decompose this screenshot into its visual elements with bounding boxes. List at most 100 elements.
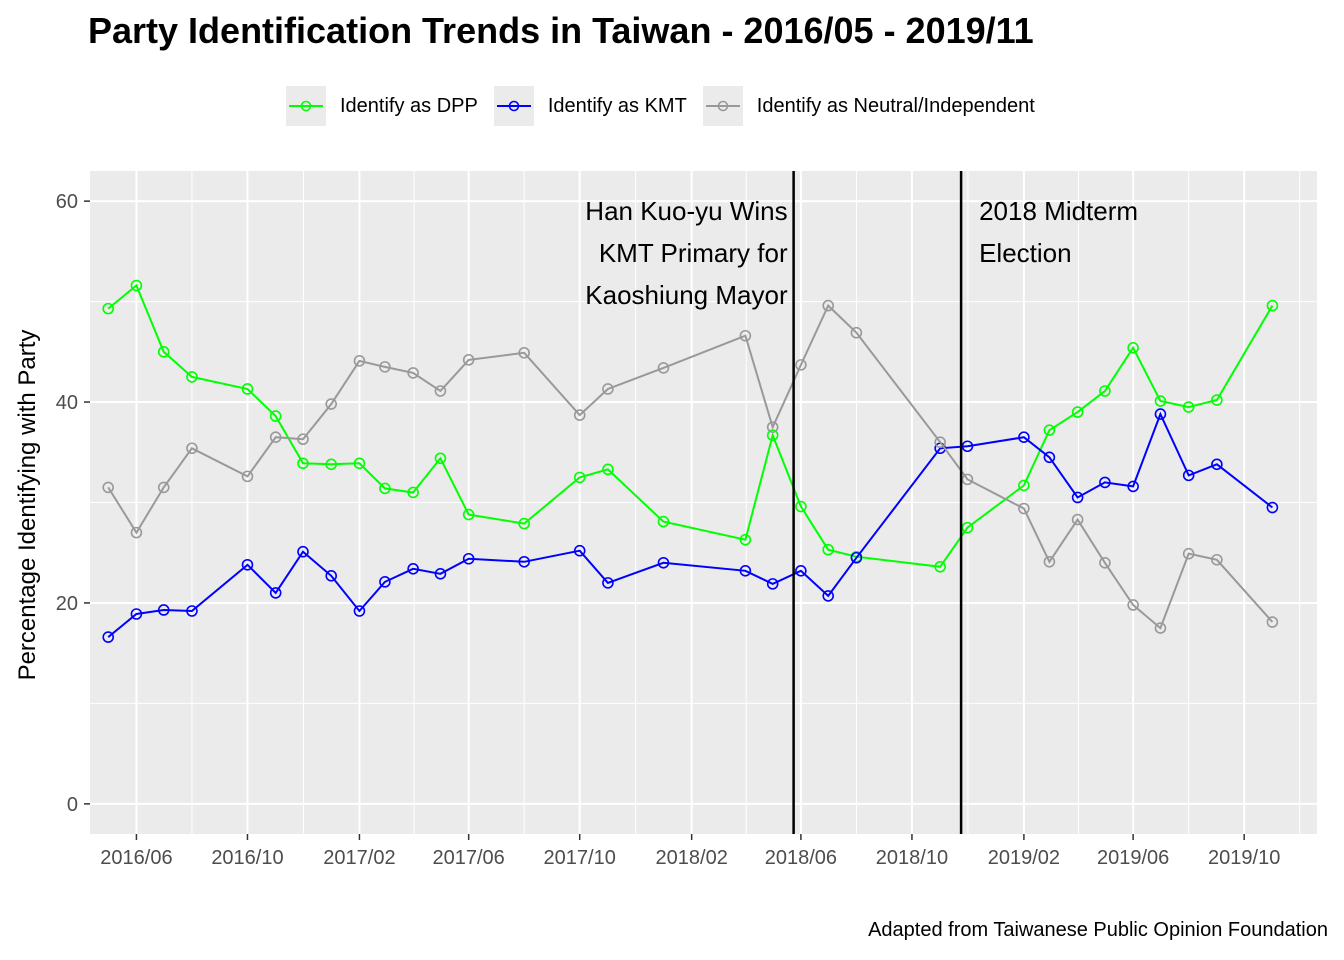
data-point	[379, 576, 391, 588]
data-point	[102, 481, 115, 494]
data-point	[1099, 476, 1111, 489]
data-point	[325, 398, 338, 410]
data-point	[269, 587, 282, 599]
data-point	[1018, 502, 1030, 515]
data-point	[434, 452, 447, 465]
data-point	[186, 605, 198, 617]
data-point	[379, 361, 391, 373]
data-point	[1211, 394, 1223, 406]
data-point	[269, 431, 282, 444]
series-line-0	[107, 283, 1274, 568]
legend: Identify as DPP Identify as KMT Identify…	[286, 86, 1051, 126]
data-point	[795, 565, 807, 577]
data-point	[379, 482, 391, 495]
data-point	[186, 442, 198, 455]
x-tick-label: 2018/10	[876, 847, 948, 869]
chart-title: Party Identification Trends in Taiwan - …	[88, 10, 1034, 51]
data-point	[1127, 341, 1139, 354]
data-point	[407, 486, 419, 499]
data-point	[1043, 451, 1056, 464]
data-point	[739, 565, 752, 577]
y-axis-label: Percentage Identifying with Party	[14, 329, 41, 681]
data-point	[1266, 616, 1279, 628]
data-point	[462, 354, 475, 366]
x-tick-label: 2018/02	[656, 847, 728, 869]
legend-key-kmt	[493, 86, 534, 126]
x-tick-label: 2017/10	[544, 847, 616, 869]
data-point	[518, 517, 530, 530]
data-point	[1071, 491, 1084, 504]
data-point	[407, 562, 419, 575]
legend-key-dpp	[286, 86, 326, 126]
data-point	[961, 521, 974, 534]
series-layer	[102, 279, 1279, 643]
data-point	[822, 543, 835, 556]
data-point	[353, 355, 366, 367]
data-point	[241, 470, 254, 483]
x-tick-label: 2016/06	[100, 847, 172, 869]
data-point	[739, 533, 752, 546]
annotation-text: Election	[979, 238, 1072, 268]
data-point	[297, 433, 309, 446]
data-point	[1099, 385, 1111, 397]
data-point	[934, 442, 946, 455]
data-point	[766, 578, 779, 590]
legend-label-dpp: Identify as DPP	[340, 94, 478, 117]
data-point	[462, 508, 475, 521]
y-tick-label: 60	[56, 191, 78, 213]
data-point	[130, 608, 143, 620]
data-point	[157, 481, 170, 494]
data-point	[353, 457, 366, 470]
data-point	[462, 552, 475, 565]
data-point	[657, 556, 670, 569]
data-point	[102, 302, 115, 315]
data-point	[1154, 395, 1167, 407]
legend-key-neutral	[702, 86, 743, 126]
series-line-2	[107, 303, 1274, 630]
data-point	[961, 473, 974, 486]
annotation-layer: Han Kuo-yu Wins KMT Primary for Kaoshiung …	[585, 171, 1138, 834]
data-point	[602, 383, 614, 395]
data-point	[934, 436, 946, 449]
data-point	[657, 362, 670, 374]
data-point	[518, 347, 530, 359]
legend-item-neutral: Identify as Neutral/Independent	[702, 86, 1035, 126]
data-point	[795, 359, 807, 371]
annotation-text: Han Kuo-yu Wins	[585, 196, 787, 226]
grid-minor	[90, 171, 1317, 834]
data-point	[325, 570, 338, 582]
data-point	[573, 544, 586, 557]
data-point	[518, 555, 530, 568]
data-point	[434, 568, 447, 580]
data-point	[1043, 424, 1056, 436]
data-point	[269, 410, 282, 422]
data-point	[850, 326, 863, 339]
legend-label-kmt: Identify as KMT	[547, 94, 687, 117]
data-point	[325, 458, 338, 471]
data-point	[573, 409, 586, 421]
data-point	[795, 500, 807, 513]
data-point	[1182, 547, 1195, 560]
data-point	[739, 329, 752, 342]
data-point	[1182, 401, 1195, 413]
data-point	[407, 367, 419, 379]
data-point	[1127, 599, 1139, 611]
legend-label-neutral: Identify as Neutral/Independent	[756, 94, 1035, 117]
x-tick-label: 2019/02	[988, 847, 1060, 869]
data-point	[602, 463, 614, 476]
x-tick-label: 2016/10	[211, 847, 283, 869]
axis-layer: 0 20 40 60 2016/06 2016/10 2017/02 2017/06 2017/…	[56, 191, 1281, 869]
data-point	[130, 279, 143, 292]
data-point	[573, 471, 586, 484]
data-point	[1154, 408, 1167, 420]
annotation-text: KMT Primary for	[599, 238, 788, 268]
grid-major	[90, 171, 1317, 834]
y-tick-label: 40	[56, 392, 78, 414]
data-point	[657, 515, 670, 528]
data-point	[1266, 501, 1279, 514]
x-tick-label: 2019/06	[1097, 847, 1169, 869]
legend-item-kmt: Identify as KMT	[493, 86, 687, 126]
data-point	[822, 299, 835, 312]
x-tick-label: 2018/06	[765, 847, 837, 869]
